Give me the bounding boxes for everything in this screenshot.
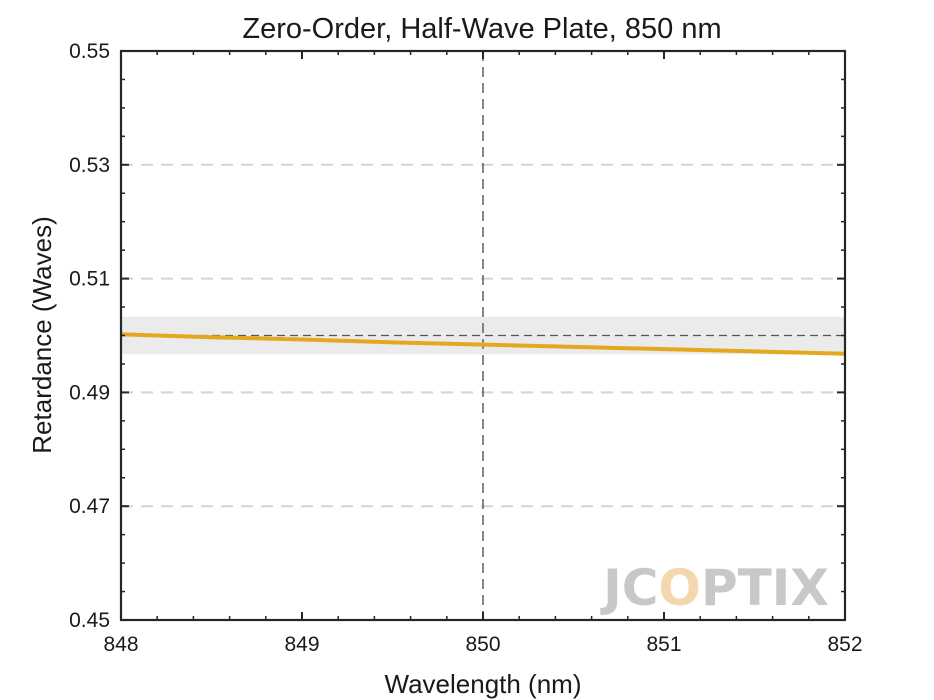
x-tick-label-0: 848 (103, 633, 138, 656)
jcoptix-logo: JCOPTIX (600, 559, 829, 617)
y-tick-label-1: 0.47 (69, 495, 110, 518)
x-tick-label-4: 852 (827, 633, 862, 656)
x-tick-label-3: 851 (646, 633, 681, 656)
y-tick-label-2: 0.49 (69, 381, 110, 404)
chart-title: Zero-Order, Half-Wave Plate, 850 nm (242, 13, 721, 45)
x-tick-label-2: 850 (465, 633, 500, 656)
x-axis-label: Wavelength (nm) (385, 669, 582, 699)
logo-text: JCOPTIX (600, 559, 829, 617)
y-tick-label-0: 0.45 (69, 609, 110, 632)
y-tick-label-3: 0.51 (69, 268, 110, 291)
y-tick-label-5: 0.55 (69, 40, 110, 63)
y-tick-label-4: 0.53 (69, 154, 110, 177)
x-tick-label-1: 849 (284, 633, 319, 656)
y-axis-label: Retardance (Waves) (27, 216, 57, 453)
